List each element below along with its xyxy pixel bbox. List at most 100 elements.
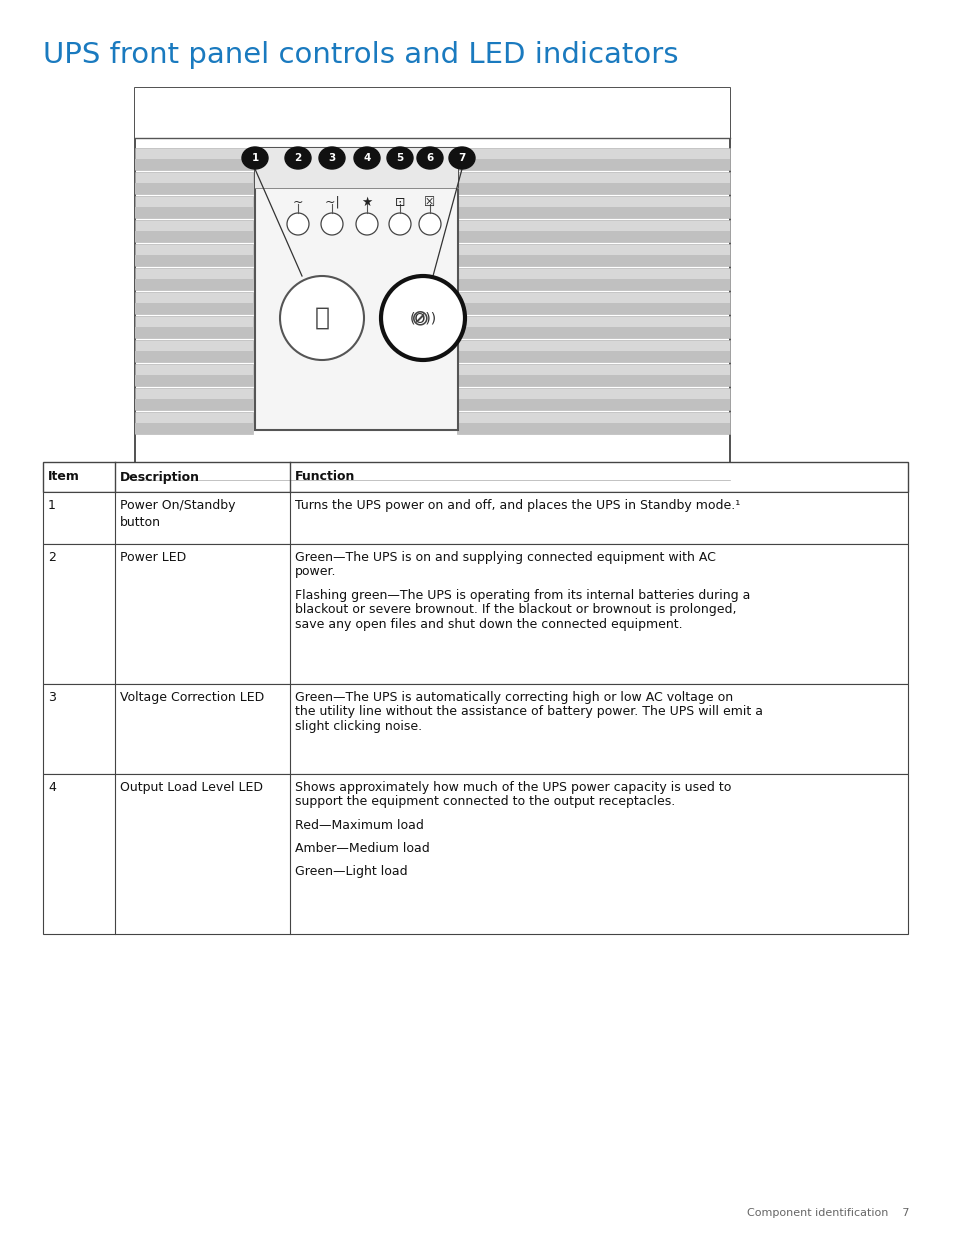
- Bar: [135, 196, 253, 219]
- Ellipse shape: [242, 147, 268, 169]
- Text: Output Load Level LED: Output Load Level LED: [120, 781, 263, 794]
- Bar: [135, 88, 729, 138]
- Ellipse shape: [416, 147, 442, 169]
- Bar: [135, 148, 253, 170]
- Text: 1: 1: [251, 153, 258, 163]
- Circle shape: [320, 212, 343, 235]
- Circle shape: [287, 212, 309, 235]
- Bar: [456, 231, 729, 242]
- Text: ~⁠|: ~⁠|: [324, 195, 339, 209]
- Bar: [135, 388, 253, 410]
- Text: 1: 1: [48, 499, 56, 513]
- Text: 7: 7: [457, 153, 465, 163]
- Text: ⊡: ⊡: [395, 195, 405, 209]
- Text: 3: 3: [48, 692, 56, 704]
- Bar: [135, 159, 253, 170]
- Ellipse shape: [285, 147, 311, 169]
- Bar: [456, 375, 729, 387]
- Bar: [456, 196, 729, 219]
- Bar: [135, 254, 253, 266]
- Bar: [456, 303, 729, 314]
- Bar: [254, 148, 457, 188]
- Text: Power LED: Power LED: [120, 551, 186, 564]
- Bar: [135, 412, 253, 433]
- Circle shape: [418, 212, 440, 235]
- Bar: [135, 399, 253, 410]
- Bar: [456, 291, 729, 314]
- Bar: [135, 424, 253, 433]
- Bar: [135, 245, 253, 266]
- Bar: [135, 172, 253, 194]
- Text: Description: Description: [120, 471, 200, 483]
- Bar: [135, 340, 253, 362]
- Bar: [456, 148, 729, 170]
- Bar: [135, 375, 253, 387]
- Bar: [135, 364, 253, 387]
- Circle shape: [280, 275, 364, 359]
- Bar: [135, 88, 729, 508]
- Text: (Ø)): (Ø)): [409, 311, 436, 325]
- Text: 2: 2: [294, 153, 301, 163]
- Text: save any open files and shut down the connected equipment.: save any open files and shut down the co…: [294, 618, 682, 631]
- Bar: [456, 183, 729, 194]
- Circle shape: [355, 212, 377, 235]
- Bar: [135, 220, 253, 242]
- Circle shape: [389, 212, 411, 235]
- Bar: [456, 364, 729, 387]
- Text: Item: Item: [48, 471, 80, 483]
- Bar: [456, 327, 729, 338]
- Text: support the equipment connected to the output receptacles.: support the equipment connected to the o…: [294, 795, 675, 809]
- Bar: [135, 351, 253, 362]
- Text: 3: 3: [328, 153, 335, 163]
- Bar: [43, 543, 907, 684]
- Text: ★: ★: [361, 195, 373, 209]
- Text: Turns the UPS power on and off, and places the UPS in Standby mode.¹: Turns the UPS power on and off, and plac…: [294, 499, 740, 513]
- Bar: [456, 424, 729, 433]
- Bar: [456, 172, 729, 194]
- Text: ~: ~: [293, 195, 303, 209]
- Text: Power On/Standby
button: Power On/Standby button: [120, 499, 235, 529]
- Bar: [254, 148, 457, 430]
- Bar: [135, 279, 253, 290]
- Bar: [135, 291, 253, 314]
- Bar: [135, 303, 253, 314]
- Bar: [135, 231, 253, 242]
- Bar: [456, 220, 729, 242]
- Text: Voltage Correction LED: Voltage Correction LED: [120, 692, 264, 704]
- Text: Green—The UPS is automatically correcting high or low AC voltage on: Green—The UPS is automatically correctin…: [294, 692, 732, 704]
- Bar: [135, 480, 729, 508]
- Text: Function: Function: [294, 471, 355, 483]
- Ellipse shape: [449, 147, 475, 169]
- Text: 4: 4: [363, 153, 371, 163]
- Text: ⊘: ⊘: [410, 308, 429, 329]
- Text: Green—Light load: Green—Light load: [294, 864, 407, 878]
- Bar: [135, 183, 253, 194]
- Text: power.: power.: [294, 566, 336, 578]
- Ellipse shape: [387, 147, 413, 169]
- Bar: [135, 268, 253, 290]
- Text: ☒: ☒: [424, 195, 436, 209]
- Bar: [456, 412, 729, 433]
- Text: 4: 4: [48, 781, 56, 794]
- Circle shape: [380, 275, 464, 359]
- Bar: [456, 316, 729, 338]
- Text: ⏻: ⏻: [314, 306, 329, 330]
- Text: Component identification    7: Component identification 7: [747, 1208, 909, 1218]
- Bar: [135, 316, 253, 338]
- Bar: [43, 774, 907, 934]
- Bar: [456, 268, 729, 290]
- Bar: [456, 279, 729, 290]
- Text: 5: 5: [395, 153, 403, 163]
- Bar: [43, 684, 907, 774]
- Bar: [43, 462, 907, 492]
- Ellipse shape: [318, 147, 345, 169]
- Text: Amber—Medium load: Amber—Medium load: [294, 842, 429, 855]
- Text: blackout or severe brownout. If the blackout or brownout is prolonged,: blackout or severe brownout. If the blac…: [294, 603, 736, 616]
- Text: UPS front panel controls and LED indicators: UPS front panel controls and LED indicat…: [43, 41, 678, 69]
- Text: slight clicking noise.: slight clicking noise.: [294, 720, 421, 734]
- Text: Flashing green—The UPS is operating from its internal batteries during a: Flashing green—The UPS is operating from…: [294, 589, 750, 601]
- Bar: [456, 351, 729, 362]
- Bar: [456, 340, 729, 362]
- Bar: [135, 207, 253, 219]
- Bar: [456, 207, 729, 219]
